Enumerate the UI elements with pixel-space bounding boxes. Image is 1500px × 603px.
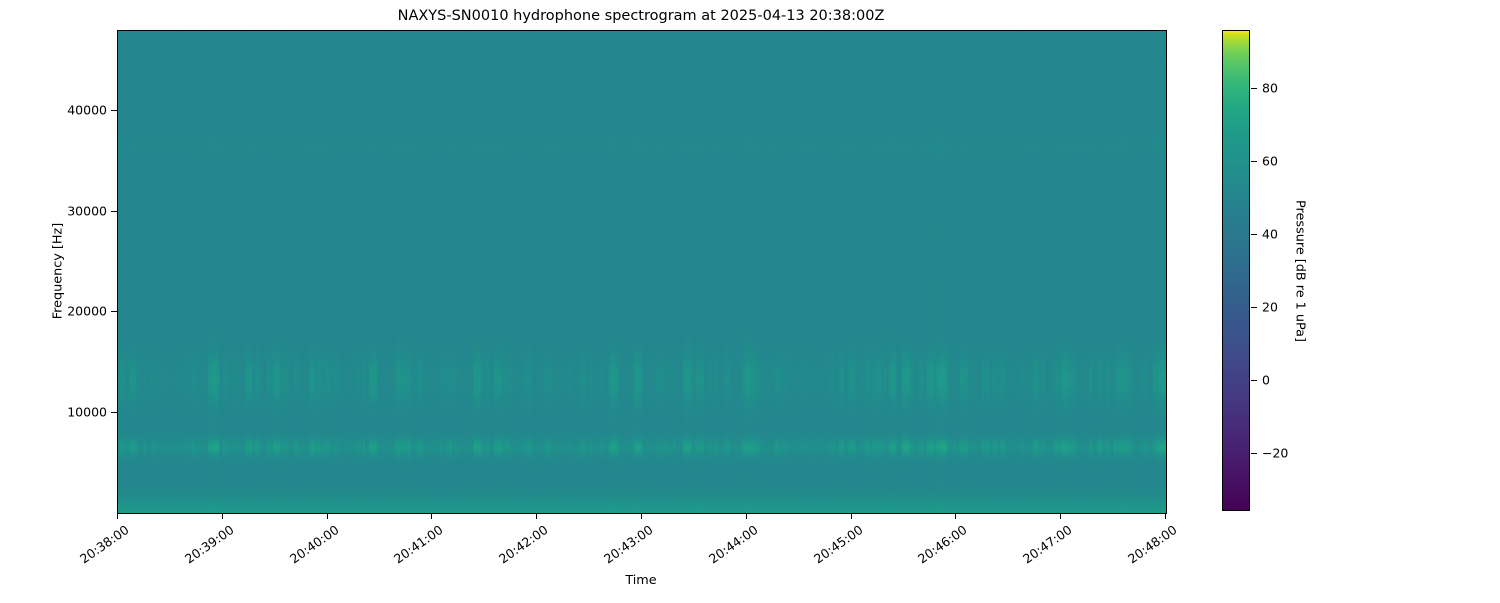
x-axis-tick-label: 20:48:00 [1125, 522, 1180, 567]
colorbar-tick [1251, 306, 1257, 309]
colorbar-label: Pressure [dB re 1 uPa] [1292, 199, 1308, 342]
x-axis-label: Time [625, 573, 657, 588]
x-axis-tick [955, 513, 957, 519]
y-axis-tick [111, 110, 117, 112]
colorbar-tick-label: 0 [1262, 372, 1270, 388]
y-axis-tick-label: 40000 [67, 102, 107, 118]
x-axis-tick [221, 513, 223, 519]
colorbar-tick [1251, 234, 1257, 236]
x-axis-tick [536, 513, 538, 519]
colorbar[interactable] [1222, 30, 1250, 511]
x-axis-tick-label: 20:44:00 [705, 522, 761, 567]
colorbar-tick-label: 40 [1262, 226, 1278, 242]
colorbar-tick-label: 60 [1262, 153, 1278, 169]
x-axis-tick [1165, 513, 1167, 519]
x-axis-tick [641, 513, 643, 519]
page-title: NAXYS-SN0010 hydrophone spectrogram at 2… [397, 8, 885, 24]
colorbar-tick-label: −20 [1262, 445, 1289, 461]
x-axis-tick-label: 20:40:00 [286, 522, 342, 567]
y-axis-tick-label: 20000 [67, 303, 107, 319]
x-axis-tick [326, 513, 328, 519]
x-axis-tick [431, 513, 433, 519]
y-axis-tick [111, 411, 117, 413]
spectrogram-canvas [118, 31, 1166, 513]
y-axis-tick [111, 210, 117, 212]
x-axis-tick [1060, 513, 1062, 519]
colorbar-tick-label: 20 [1262, 299, 1278, 315]
x-axis-tick-label: 20:45:00 [810, 522, 866, 567]
x-axis-tick-label: 20:46:00 [915, 522, 970, 567]
colorbar-tick [1251, 379, 1257, 381]
x-axis-tick-label: 20:39:00 [181, 522, 237, 567]
y-axis-tick [111, 311, 117, 313]
x-axis-tick-label: 20:42:00 [496, 522, 551, 567]
colorbar-tick-label: 80 [1262, 80, 1278, 96]
x-axis-tick-label: 20:38:00 [77, 522, 132, 567]
x-axis-tick-label: 20:41:00 [391, 522, 446, 567]
x-axis-tick-label: 20:47:00 [1020, 522, 1075, 567]
colorbar-tick [1251, 88, 1257, 90]
x-axis-tick [850, 513, 852, 519]
y-axis-tick-label: 30000 [67, 203, 107, 219]
spectrogram-image [118, 31, 1166, 513]
colorbar-tick [1251, 452, 1257, 454]
x-axis-tick-label: 20:43:00 [601, 522, 656, 567]
x-axis-tick [745, 513, 747, 519]
y-axis-tick-label: 10000 [67, 404, 107, 420]
colorbar-tick [1251, 161, 1257, 163]
x-axis-tick [117, 513, 119, 519]
spectrogram-axes[interactable] [117, 30, 1167, 514]
